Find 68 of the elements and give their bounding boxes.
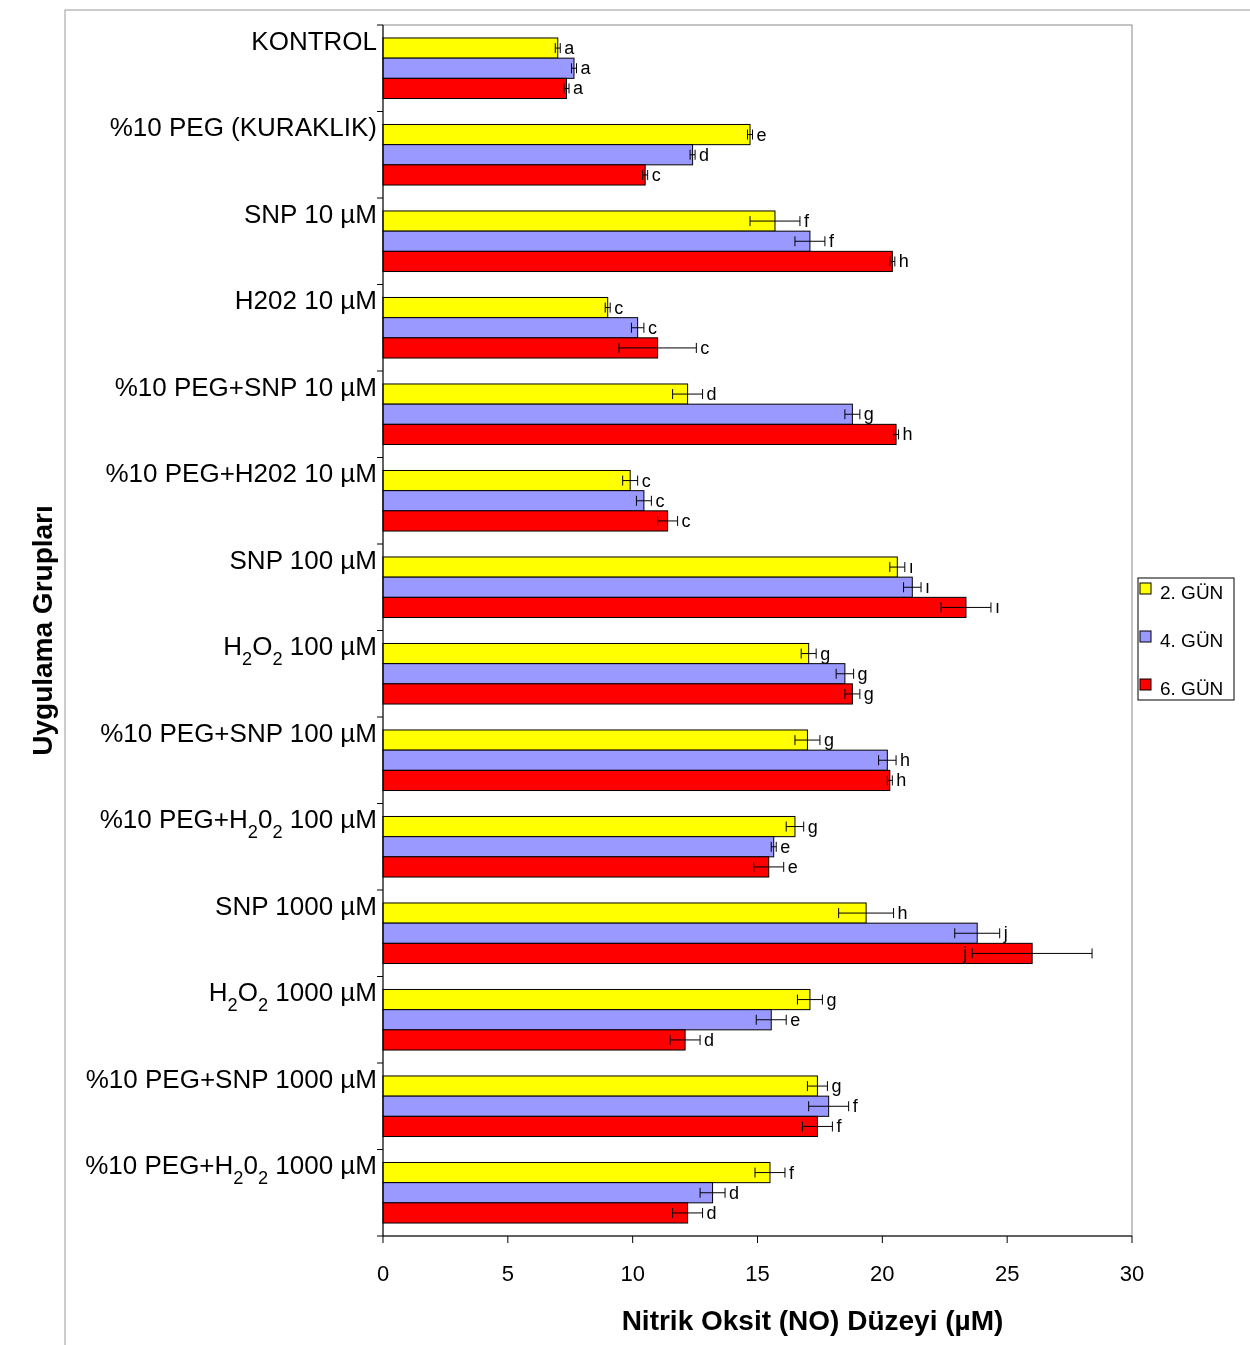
data-label: j [962,943,968,964]
data-label: ı [925,577,931,598]
y-tick-label: %10 PEG+H$_{2}$0$_{2}$ 1000 µM [85,1150,377,1189]
y-tick-label: SNP 100 µM [229,544,377,575]
data-label: c [651,164,661,185]
data-label: e [756,124,767,145]
data-label: g [823,730,834,751]
legend-label: 6. GÜN [1160,678,1224,699]
data-label: e [787,856,798,877]
data-label: ı [994,597,1000,618]
data-label: d [706,1202,717,1223]
data-label: e [790,1009,801,1030]
data-label: c [681,510,691,531]
data-label: a [564,38,576,59]
x-tick-label: 15 [745,1261,770,1286]
data-label: c [614,297,624,318]
data-label: c [647,317,657,338]
y-tick-label: %10 PEG+H$_{2}$0$_{2}$ 100 µM [99,804,377,843]
legend-label: 4. GÜN [1160,630,1224,651]
y-tick-label: %10 PEG (KURAKLIK) [109,112,377,143]
legend-label: 2. GÜN [1160,582,1224,603]
x-tick-label: 0 [376,1261,390,1286]
data-label: c [700,337,710,358]
data-label: c [641,470,651,491]
data-label: f [852,1096,859,1117]
data-label: g [863,683,874,704]
data-label: a [580,58,592,79]
data-label: h [898,251,909,272]
y-tick-label: KONTROL [251,25,377,56]
data-label: f [828,231,835,252]
data-label: h [897,903,908,924]
data-label: a [573,78,584,99]
y-tick-label: SNP 1000 µM [215,890,377,921]
y-tick-label: %10 PEG+H202 10 µM [105,458,377,489]
data-label: d [706,384,717,405]
x-tick-label: 5 [501,1261,514,1286]
data-label: f [836,1116,843,1137]
x-tick-label: 20 [870,1261,895,1286]
data-label: d [699,144,710,165]
data-label: d [729,1182,740,1203]
data-label: f [803,211,810,232]
data-label: c [655,490,665,511]
data-label: h [900,750,911,771]
data-label: d [704,1029,715,1050]
y-tick-label: SNP 10 µM [244,198,377,229]
data-label: g [820,643,831,664]
y-tick-label: %10 PEG+SNP 1000 µM [85,1063,377,1094]
y-tick-label: H202 10 µM [234,285,377,316]
data-label: h [902,424,913,445]
data-label: g [857,663,868,684]
data-label: f [788,1162,795,1183]
y-axis-title: Uygulama Grupları [27,505,58,756]
y-tick-label: %10 PEG+SNP 10 µM [114,371,377,402]
y-tick-label: H$_{2}$O$_{2}$ 1000 µM [208,977,377,1016]
data-label: h [896,770,907,791]
data-label: j [1002,923,1008,944]
data-label: e [780,836,791,857]
x-axis-title: Nitrik Oksit (NO) Düzeyi (µM) [621,1305,1004,1336]
data-label: ı [908,557,914,578]
data-label: g [863,404,874,425]
x-tick-label: 30 [1119,1261,1145,1286]
data-label: g [831,1076,842,1097]
x-tick-label: 25 [994,1261,1020,1286]
x-tick-label: 10 [620,1261,645,1286]
data-label: g [807,816,818,837]
y-tick-label: %10 PEG+SNP 100 µM [100,717,377,748]
data-label: g [826,989,837,1010]
y-tick-label: H$_{2}$O$_{2}$ 100 µM [223,631,377,670]
